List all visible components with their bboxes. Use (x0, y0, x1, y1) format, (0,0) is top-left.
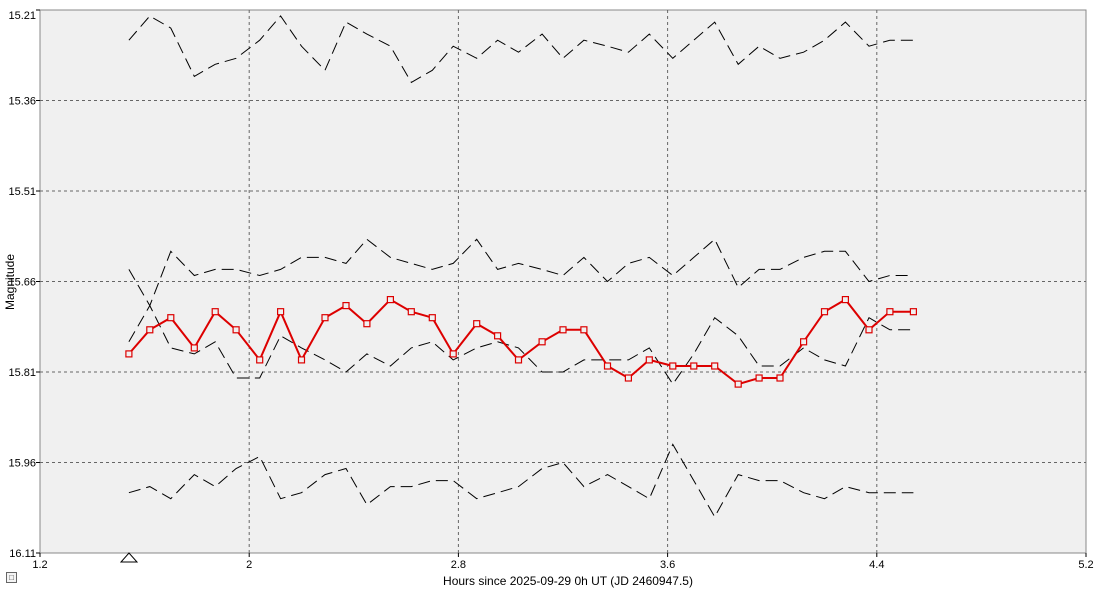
x-tick-label: 4.4 (869, 559, 884, 571)
axis-ticks: 1.2 2 2.8 3.6 4.4 5.2 15.21 15.36 15.51 15.66 15.8… (8, 9, 1094, 571)
comparison-series-line-4 (128, 443, 914, 518)
grid-toggle-icon: □ (9, 573, 14, 582)
target-point[interactable] (167, 314, 175, 322)
y-axis-title: Magnitude (3, 254, 17, 310)
time-marker-triangle-icon[interactable] (119, 552, 139, 563)
target-point[interactable] (538, 338, 546, 346)
target-point[interactable] (690, 362, 698, 370)
target-point[interactable] (449, 350, 457, 358)
x-tick-label: 3.6 (660, 559, 675, 571)
target-point[interactable] (559, 326, 567, 334)
target-point[interactable] (277, 308, 285, 316)
x-axis-title: Hours since 2025-09-29 0h UT (JD 2460947… (443, 574, 693, 588)
target-point[interactable] (386, 296, 394, 304)
y-tick-label: 15.96 (8, 458, 36, 470)
target-point[interactable] (580, 326, 588, 334)
target-point[interactable] (865, 326, 873, 334)
target-point[interactable] (820, 308, 829, 316)
x-tick-label: 2 (246, 559, 252, 571)
target-point[interactable] (321, 314, 329, 322)
target-point[interactable] (473, 320, 481, 328)
grid-toggle-button[interactable]: □ (6, 572, 17, 583)
target-point[interactable] (514, 356, 523, 364)
target-point[interactable] (886, 308, 894, 316)
target-point[interactable] (256, 356, 264, 364)
y-tick-label: 15.51 (8, 186, 36, 198)
y-tick-label: 15.66 (8, 277, 36, 289)
target-point[interactable] (407, 308, 415, 316)
target-point[interactable] (799, 338, 808, 346)
comparison-series-line-2 (128, 238, 914, 343)
target-point[interactable] (146, 326, 154, 334)
target-point[interactable] (755, 374, 763, 382)
target-point[interactable] (190, 344, 198, 352)
target-point[interactable] (363, 320, 371, 328)
target-point[interactable] (776, 374, 784, 382)
target-point[interactable] (711, 362, 719, 370)
target-point[interactable] (909, 308, 918, 316)
target-point[interactable] (342, 302, 350, 310)
y-tick-label: 15.21 (8, 10, 36, 22)
target-point[interactable] (603, 362, 612, 370)
comparison-series-line-3 (128, 269, 914, 385)
series-layer (125, 15, 918, 518)
x-tick-label: 1.2 (32, 559, 47, 571)
x-tick-label: 2.8 (451, 559, 466, 571)
target-point[interactable] (232, 326, 240, 334)
y-tick-label: 16.11 (9, 548, 36, 560)
target-point[interactable] (734, 380, 742, 388)
grid-lines (40, 10, 1086, 553)
target-point[interactable] (297, 356, 306, 364)
target-point[interactable] (211, 308, 219, 316)
comparison-series-line-1 (128, 15, 914, 84)
target-point[interactable] (494, 332, 502, 340)
target-point[interactable] (125, 350, 133, 358)
target-point[interactable] (428, 314, 436, 322)
target-point[interactable] (645, 356, 653, 364)
target-point[interactable] (841, 296, 850, 304)
target-point[interactable] (669, 362, 677, 370)
x-tick-label: 5.2 (1078, 559, 1093, 571)
y-tick-label: 15.36 (8, 96, 36, 108)
y-tick-label: 15.81 (8, 367, 36, 379)
target-point[interactable] (624, 374, 633, 382)
